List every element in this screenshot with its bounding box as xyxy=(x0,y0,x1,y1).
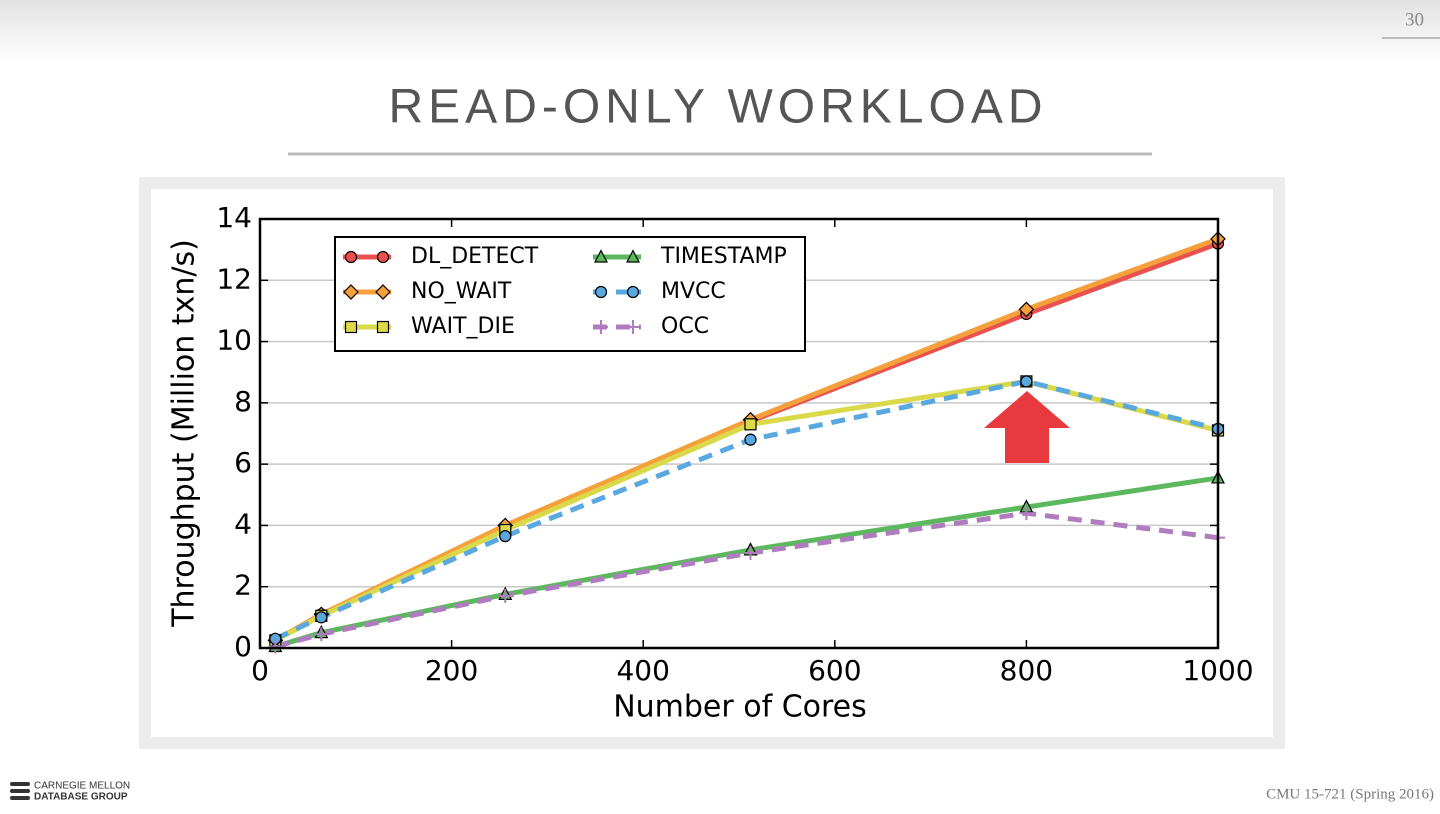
y-tick-label: 2 xyxy=(234,569,252,602)
legend-label: OCC xyxy=(661,314,709,339)
y-tick-label: 6 xyxy=(234,446,252,479)
marker xyxy=(376,250,390,264)
x-tick-label: 1000 xyxy=(1182,654,1253,687)
marker xyxy=(626,285,640,299)
marker xyxy=(315,611,328,624)
logo-icon xyxy=(10,789,30,793)
y-tick-label: 12 xyxy=(216,262,252,295)
legend-label: WAIT_DIE xyxy=(411,314,515,339)
x-tick-label: 800 xyxy=(1000,654,1053,687)
series-line xyxy=(274,475,1219,649)
logo-icon xyxy=(10,782,30,786)
marker xyxy=(594,249,608,263)
marker xyxy=(1019,506,1034,521)
marker xyxy=(344,250,358,264)
legend: DL_DETECT NO_WAIT WAIT_DIE TIMESTAMP MVCC OCC xyxy=(334,236,806,352)
series-line xyxy=(274,378,1219,642)
marker xyxy=(499,530,512,543)
x-tick-label: 200 xyxy=(425,654,478,687)
x-axis-label: Number of Cores xyxy=(613,690,867,725)
x-tick-label: 600 xyxy=(808,654,861,687)
marker xyxy=(626,249,640,263)
legend-label: MVCC xyxy=(661,279,726,304)
marker xyxy=(375,284,391,300)
marker xyxy=(1020,375,1033,388)
y-tick-label: 0 xyxy=(234,630,252,663)
y-axis-label: Throughput (Million txn/s) xyxy=(167,239,202,628)
marker xyxy=(626,320,640,334)
y-tick-label: 4 xyxy=(234,507,252,540)
header-band xyxy=(0,0,1440,62)
marker xyxy=(1018,301,1035,318)
legend-label: TIMESTAMP xyxy=(660,244,787,269)
logo-icon xyxy=(10,796,30,800)
y-tick-label: 8 xyxy=(234,385,252,418)
marker xyxy=(743,546,758,561)
x-tick-label: 0 xyxy=(251,654,269,687)
footer: CMU 15-721 (Spring 2016) xyxy=(1266,786,1434,802)
marker xyxy=(594,320,608,334)
plot xyxy=(259,218,1226,654)
marker xyxy=(376,320,390,334)
plot-border xyxy=(258,217,1220,650)
marker xyxy=(594,285,608,299)
legend-label: NO_WAIT xyxy=(411,279,512,304)
logo-text: DATABASE GROUP xyxy=(34,792,128,803)
marker xyxy=(744,418,757,431)
page-number: 30 xyxy=(1405,9,1424,30)
marker xyxy=(498,588,513,603)
marker xyxy=(344,320,358,334)
y-tick-label: 14 xyxy=(216,201,252,234)
y-tick-label: 10 xyxy=(216,324,252,357)
legend-label: DL_DETECT xyxy=(411,244,539,269)
marker xyxy=(314,627,329,642)
series-line xyxy=(274,510,1219,649)
logo: CARNEGIE MELLON DATABASE GROUP xyxy=(10,781,130,803)
marker xyxy=(268,639,283,654)
logo-text: CARNEGIE MELLON xyxy=(34,781,130,792)
slide-title: READ-ONLY WORKLOAD xyxy=(389,81,1048,134)
highlight-arrow xyxy=(984,391,1070,463)
marker xyxy=(343,284,359,300)
marker xyxy=(744,433,757,446)
x-tick-label: 400 xyxy=(616,654,669,687)
legend-box xyxy=(334,236,806,352)
